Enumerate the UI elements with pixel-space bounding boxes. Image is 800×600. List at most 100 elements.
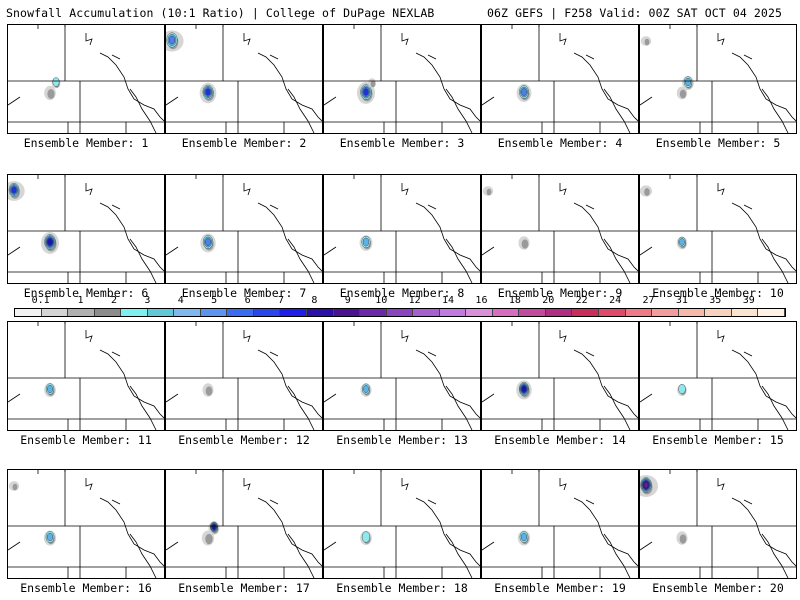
state-border <box>640 96 653 106</box>
state-border <box>257 52 322 122</box>
colorbar-tick-label: 22 <box>575 295 588 306</box>
state-border <box>573 497 638 567</box>
snowfall-heavy-contour <box>47 384 53 394</box>
state-border <box>401 478 409 491</box>
state-border <box>111 204 121 210</box>
snowfall-map <box>165 321 323 431</box>
colorbar-swatch <box>253 309 281 316</box>
state-border <box>324 393 337 403</box>
state-border <box>85 183 93 196</box>
state-border <box>257 202 322 272</box>
ensemble-member-label: Ensemble Member: 18 <box>336 581 468 595</box>
state-border <box>401 330 409 343</box>
colorbar <box>14 308 786 317</box>
state-border <box>743 54 753 60</box>
ensemble-member-label: Ensemble Member: 6 <box>23 286 149 300</box>
ensemble-member-label: Ensemble Member: 7 <box>181 286 307 300</box>
state-border <box>445 238 473 283</box>
ensemble-panel: Ensemble Member: 12 <box>165 321 323 447</box>
state-border <box>585 54 595 60</box>
colorbar-tick-label: 4 <box>177 295 184 306</box>
state-border <box>603 88 631 133</box>
colorbar-swatch <box>678 309 706 316</box>
state-border <box>287 88 315 133</box>
colorbar-swatch <box>68 309 95 316</box>
colorbar-swatch <box>41 309 69 316</box>
colorbar-swatch <box>413 309 440 316</box>
colorbar-swatch <box>386 309 414 316</box>
colorbar-swatch <box>492 309 520 316</box>
state-border <box>324 246 337 256</box>
state-border <box>415 52 480 122</box>
snowfall-heavy-contour <box>47 238 53 246</box>
state-border <box>85 478 93 491</box>
state-border <box>129 385 157 430</box>
state-border <box>287 238 315 283</box>
ensemble-panel: Ensemble Member: 4 <box>481 24 639 150</box>
state-border <box>257 349 322 419</box>
snowfall-moderate-contour <box>644 38 650 46</box>
ensemble-panel: Ensemble Member: 9 <box>481 174 639 300</box>
state-border <box>731 497 796 567</box>
state-border <box>166 96 179 106</box>
state-border <box>111 54 121 60</box>
ensemble-panel: Ensemble Member: 3 <box>323 24 481 150</box>
snowfall-map <box>481 321 639 431</box>
state-border <box>743 499 753 505</box>
state-border <box>269 204 279 210</box>
state-border <box>559 478 567 491</box>
state-border <box>743 204 753 210</box>
colorbar-swatch <box>147 309 175 316</box>
colorbar-tick-label: 20 <box>542 295 555 306</box>
snowfall-moderate-contour <box>370 80 376 88</box>
ensemble-panel: Ensemble Member: 16 <box>7 469 165 595</box>
colorbar-tick-label: 18 <box>508 295 521 306</box>
snowfall-map <box>7 469 165 579</box>
colorbar-swatch <box>227 309 254 316</box>
colorbar-swatch <box>360 309 387 316</box>
snowfall-heavy-contour <box>363 385 369 393</box>
colorbar-tick-label: 16 <box>475 295 488 306</box>
ensemble-panel: Ensemble Member: 13 <box>323 321 481 447</box>
snowfall-heavy-contour <box>46 532 54 542</box>
model-run-info: 06Z GEFS | F258 Valid: 00Z SAT OCT 04 20… <box>487 6 782 20</box>
colorbar-tick-label: 7 <box>277 295 285 306</box>
state-border <box>427 499 437 505</box>
colorbar-swatch <box>466 309 493 316</box>
ensemble-member-label: Ensemble Member: 12 <box>178 433 310 447</box>
state-border <box>85 330 93 343</box>
state-border <box>129 533 157 578</box>
snowfall-heavy-contour <box>11 186 17 194</box>
snowfall-heavy-contour <box>205 88 211 96</box>
snowfall-heavy-contour <box>363 88 369 96</box>
colorbar-tick-label: 3 <box>144 295 151 306</box>
colorbar-swatch <box>758 309 785 316</box>
ensemble-member-label: Ensemble Member: 20 <box>652 581 784 595</box>
ensemble-panel: Ensemble Member: 2 <box>165 24 323 150</box>
state-border <box>603 385 631 430</box>
state-border <box>401 33 409 46</box>
ensemble-panel: Ensemble Member: 1 <box>7 24 165 150</box>
snowfall-heavy-contour <box>212 524 216 530</box>
colorbar-tick-label: 2 <box>110 295 117 306</box>
state-border <box>717 330 725 343</box>
state-border <box>717 183 725 196</box>
ensemble-member-label: Ensemble Member: 11 <box>20 433 152 447</box>
colorbar-tick-label: 39 <box>742 295 755 306</box>
state-border <box>8 541 21 551</box>
colorbar-swatch <box>307 309 334 316</box>
snowfall-map <box>639 469 797 579</box>
snowfall-heavy-contour <box>643 481 649 489</box>
snowfall-map <box>323 174 481 284</box>
state-border <box>129 88 157 133</box>
state-border <box>99 202 164 272</box>
snowfall-heavy-contour <box>678 384 686 394</box>
colorbar-tick-label: 6 <box>244 295 251 306</box>
snowfall-moderate-contour <box>205 386 213 396</box>
state-border <box>573 202 638 272</box>
state-border <box>603 238 631 283</box>
ensemble-panel: Ensemble Member: 11 <box>7 321 165 447</box>
colorbar-tick-label: 35 <box>709 295 722 306</box>
ensemble-panel: Ensemble Member: 6 <box>7 174 165 300</box>
